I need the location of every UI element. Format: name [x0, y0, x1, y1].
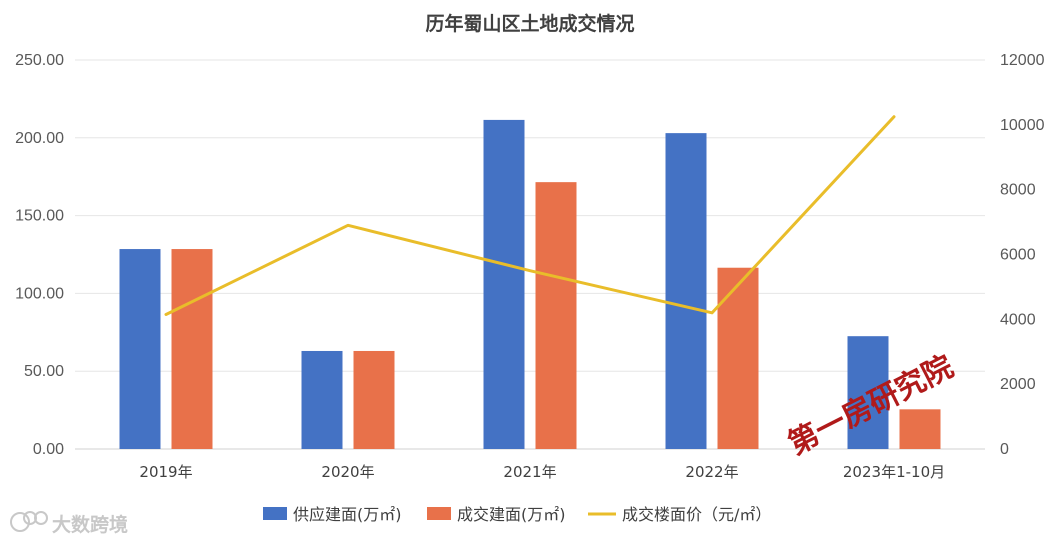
legend-label: 成交建面(万㎡)	[457, 505, 566, 524]
right-tick-label: 8000	[1000, 182, 1036, 199]
right-tick-label: 2000	[1000, 376, 1036, 393]
supply-bar	[301, 350, 343, 449]
legend-price: 成交楼面价（元/㎡）	[588, 505, 771, 524]
x-tick-label: 2021年	[503, 463, 556, 481]
supply-bar	[847, 336, 889, 449]
right-tick-label: 0	[1000, 441, 1009, 458]
left-tick-label: 0.00	[33, 441, 64, 458]
transaction-bar	[535, 182, 577, 449]
legend-label: 成交楼面价（元/㎡）	[622, 505, 771, 524]
legend-label: 供应建面(万㎡)	[293, 505, 402, 524]
grid-lines	[75, 59, 985, 450]
right-axis: 0 2000 4000 6000 8000 10000 12000	[1000, 52, 1045, 458]
right-tick-label: 10000	[1000, 117, 1045, 134]
left-tick-label: 50.00	[24, 363, 64, 380]
price-line	[164, 115, 896, 316]
chart-title: 历年蜀山区土地成交情况	[425, 12, 634, 35]
supply-bar	[665, 133, 707, 449]
x-axis: 2019年 2020年 2021年 2022年 2023年1-10月	[139, 463, 945, 481]
right-tick-label: 4000	[1000, 311, 1036, 328]
x-tick-label: 2023年1-10月	[843, 463, 945, 481]
right-tick-label: 6000	[1000, 247, 1036, 264]
supply-bar	[483, 119, 525, 449]
left-tick-label: 250.00	[15, 52, 64, 69]
x-tick-label: 2019年	[139, 463, 192, 481]
price-line-path	[164, 115, 896, 316]
watermark-source: 大数跨境	[10, 511, 128, 536]
left-tick-label: 100.00	[15, 285, 64, 302]
supply-bar	[119, 249, 161, 449]
right-tick-label: 12000	[1000, 52, 1045, 69]
bars	[119, 119, 941, 449]
legend-transaction: 成交建面(万㎡)	[427, 505, 566, 524]
legend-swatch	[427, 507, 451, 520]
watermark-logo-icon	[10, 511, 48, 532]
x-tick-label: 2020年	[321, 463, 374, 481]
transaction-bar	[717, 267, 759, 449]
transaction-bar	[353, 350, 395, 449]
watermark-source-text: 大数跨境	[52, 513, 128, 536]
x-tick-label: 2022年	[685, 463, 738, 481]
legend-supply: 供应建面(万㎡)	[263, 505, 402, 524]
transaction-bar	[171, 249, 213, 449]
left-tick-label: 200.00	[15, 130, 64, 147]
legend-swatch	[263, 507, 287, 520]
left-axis: 0.00 50.00 100.00 150.00 200.00 250.00	[15, 52, 64, 458]
legend: 供应建面(万㎡) 成交建面(万㎡) 成交楼面价（元/㎡）	[263, 505, 771, 524]
transaction-bar	[899, 409, 941, 449]
left-tick-label: 150.00	[15, 208, 64, 225]
